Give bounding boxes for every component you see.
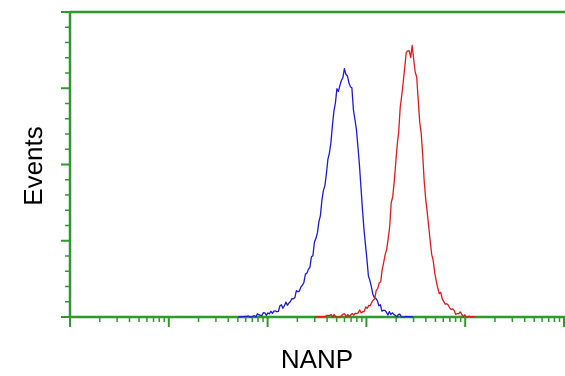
axes [61, 10, 565, 327]
x-axis-label: NANP [281, 344, 353, 374]
series-1-line [237, 68, 414, 318]
y-axis-label: Events [18, 126, 48, 206]
series-group [237, 44, 476, 318]
series-2-line [314, 44, 476, 318]
